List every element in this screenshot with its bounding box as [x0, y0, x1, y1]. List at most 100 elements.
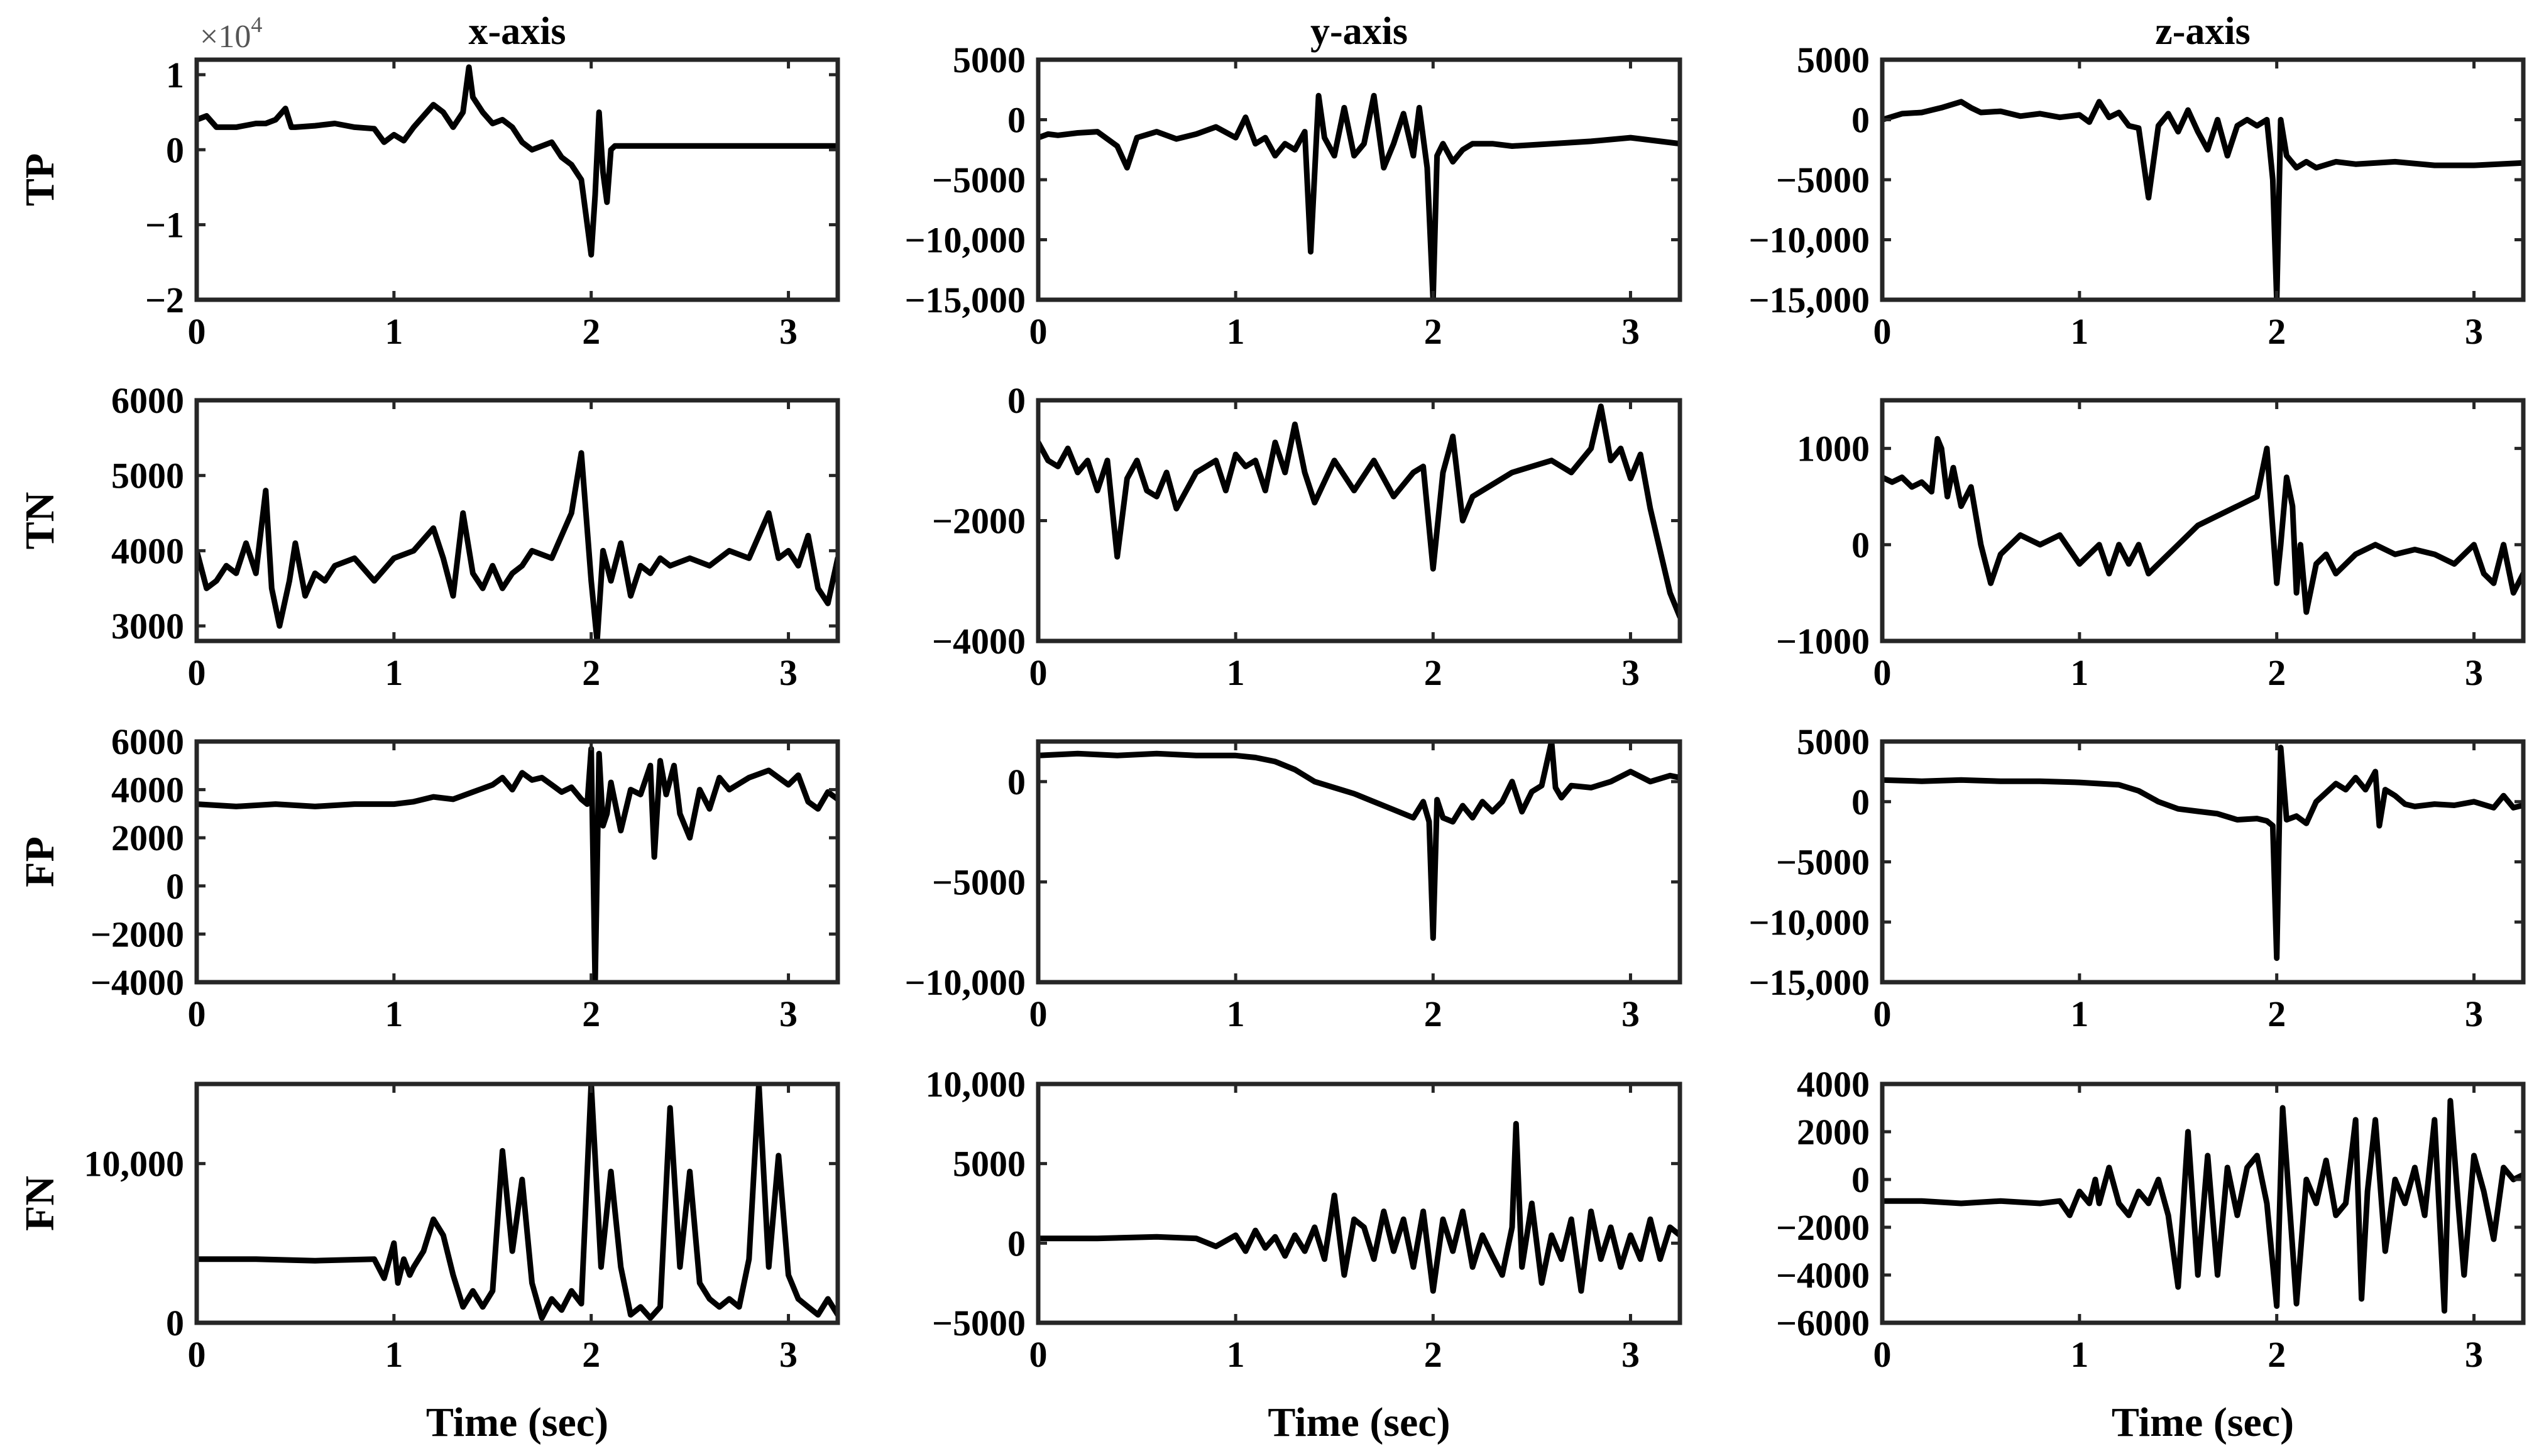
x-tick-label: 2 — [2268, 311, 2286, 352]
y-tick-label: −2000 — [932, 501, 1026, 542]
y-tick-label: −15,000 — [1748, 280, 1870, 320]
y-tick-label: −15,000 — [904, 280, 1026, 320]
y-tick-label: 5000 — [1797, 721, 1870, 762]
x-tick-label: 1 — [1227, 652, 1245, 693]
y-tick-label: 3000 — [111, 606, 184, 647]
series-line — [197, 64, 838, 258]
y-tick-label: 0 — [1851, 525, 1870, 566]
y-tick-label: 0 — [166, 129, 184, 170]
column-title: x-axis — [469, 10, 566, 53]
y-tick-label: −10,000 — [1748, 220, 1870, 261]
row-label: TN — [17, 492, 63, 550]
y-tick-label: 0 — [1851, 100, 1870, 141]
axes-frame — [194, 398, 840, 643]
x-tick-label: 3 — [779, 311, 798, 352]
y-tick-label: 1 — [166, 55, 184, 96]
y-tick-label: −5000 — [932, 1303, 1026, 1344]
y-tick-label: −6000 — [1776, 1303, 1870, 1344]
panel-fp-y-axis: 0 1 2 3 0 −5000 −10,000 — [904, 739, 1682, 1034]
x-axis-label: Time (sec) — [426, 1399, 608, 1445]
x-tick-label: 3 — [2465, 311, 2483, 352]
series-line — [197, 746, 838, 982]
x-tick-label: 2 — [1424, 652, 1442, 693]
series-line — [1882, 99, 2523, 300]
x-axis-label: Time (sec) — [2112, 1399, 2294, 1445]
y-tick-label: 5000 — [953, 1144, 1026, 1185]
x-tick-label: 2 — [582, 311, 600, 352]
axes-frame — [1036, 1081, 1682, 1325]
x-tick-label: 3 — [779, 1334, 798, 1375]
y-tick-label: 6000 — [111, 721, 184, 762]
x-tick-label: 0 — [1029, 652, 1048, 693]
x-tick-label: 3 — [779, 993, 798, 1034]
x-tick-label: 0 — [1029, 1334, 1048, 1375]
column-title: y-axis — [1310, 10, 1408, 53]
x-axis-label: Time (sec) — [1268, 1399, 1450, 1445]
x-tick-label: 1 — [385, 993, 403, 1034]
x-tick-label: 2 — [2268, 652, 2286, 693]
x-tick-label: 1 — [2070, 652, 2088, 693]
x-tick-label: 2 — [582, 1334, 600, 1375]
panel-fp-z-axis: 0 1 2 3 5000 0 −5000 −10,000 −15,000 — [1748, 721, 2526, 1034]
y-tick-label: 4000 — [111, 770, 184, 811]
axes-frame — [1880, 398, 2526, 643]
panel-tn-x-axis: 0 1 2 3 3000 4000 5000 6000 TN — [17, 380, 840, 693]
y-tick-label: 0 — [1007, 762, 1026, 802]
x-tick-label: 1 — [385, 652, 403, 693]
y-tick-label: 5000 — [111, 456, 184, 496]
x-tick-label: 0 — [188, 993, 206, 1034]
panel-tn-y-axis: 0 1 2 3 0 −2000 −4000 — [932, 380, 1682, 693]
x-tick-label: 2 — [2268, 1334, 2286, 1375]
y-tick-label: −5000 — [1776, 160, 1870, 200]
y-tick-label: −5000 — [932, 862, 1026, 902]
axes-frame — [194, 1081, 840, 1325]
column-title: z-axis — [2155, 10, 2251, 53]
x-tick-label: 3 — [2465, 993, 2483, 1034]
axes-frame — [1036, 57, 1682, 302]
x-tick-label: 2 — [1424, 993, 1442, 1034]
panel-fn-x-axis: 0 1 2 3 0 10,000 FN Time (sec) — [17, 1081, 840, 1445]
row-label: TP — [17, 153, 63, 206]
y-tick-label: 2000 — [1797, 1112, 1870, 1152]
series-line — [1038, 742, 1680, 941]
x-tick-label: 0 — [1873, 311, 1892, 352]
axes-frame — [1880, 1081, 2526, 1325]
y-tick-label: 6000 — [111, 380, 184, 421]
y-tick-label: 0 — [1851, 782, 1870, 823]
x-tick-label: 2 — [2268, 993, 2286, 1034]
x-tick-label: 0 — [1873, 652, 1892, 693]
x-tick-label: 3 — [2465, 1334, 2483, 1375]
y-tick-label: 5000 — [1797, 40, 1870, 80]
x-tick-label: 0 — [1873, 993, 1892, 1034]
y-tick-label: 10,000 — [84, 1144, 185, 1185]
series-line — [197, 450, 838, 641]
axes-frame — [1036, 398, 1682, 643]
y-tick-label: 1000 — [1797, 429, 1870, 469]
y-tick-label: −15,000 — [1748, 962, 1870, 1003]
y-tick-label: −5000 — [932, 160, 1026, 200]
x-tick-label: 3 — [1621, 652, 1640, 693]
y-tick-label: −10,000 — [904, 220, 1026, 261]
axes-frame — [1880, 739, 2526, 985]
x-tick-label: 0 — [188, 1334, 206, 1375]
x-tick-label: 3 — [1621, 993, 1640, 1034]
panel-tp-x-axis: 0 1 2 3 −2 −1 0 1 ×104 x-axis TP — [17, 10, 840, 352]
y-tick-label: −2000 — [90, 914, 184, 955]
y-tick-label: 0 — [1851, 1159, 1870, 1200]
x-tick-label: 2 — [582, 652, 600, 693]
x-tick-label: 2 — [582, 993, 600, 1034]
x-tick-label: 1 — [2070, 311, 2088, 352]
y-axis-exponent-power: 4 — [251, 12, 262, 37]
y-tick-label: 4000 — [1797, 1064, 1870, 1105]
axes-frame — [194, 57, 840, 302]
y-tick-label: 0 — [1007, 1223, 1026, 1264]
y-tick-label: −4000 — [932, 621, 1026, 662]
x-tick-label: 0 — [188, 652, 206, 693]
x-tick-label: 0 — [188, 311, 206, 352]
x-tick-label: 3 — [1621, 1334, 1640, 1375]
